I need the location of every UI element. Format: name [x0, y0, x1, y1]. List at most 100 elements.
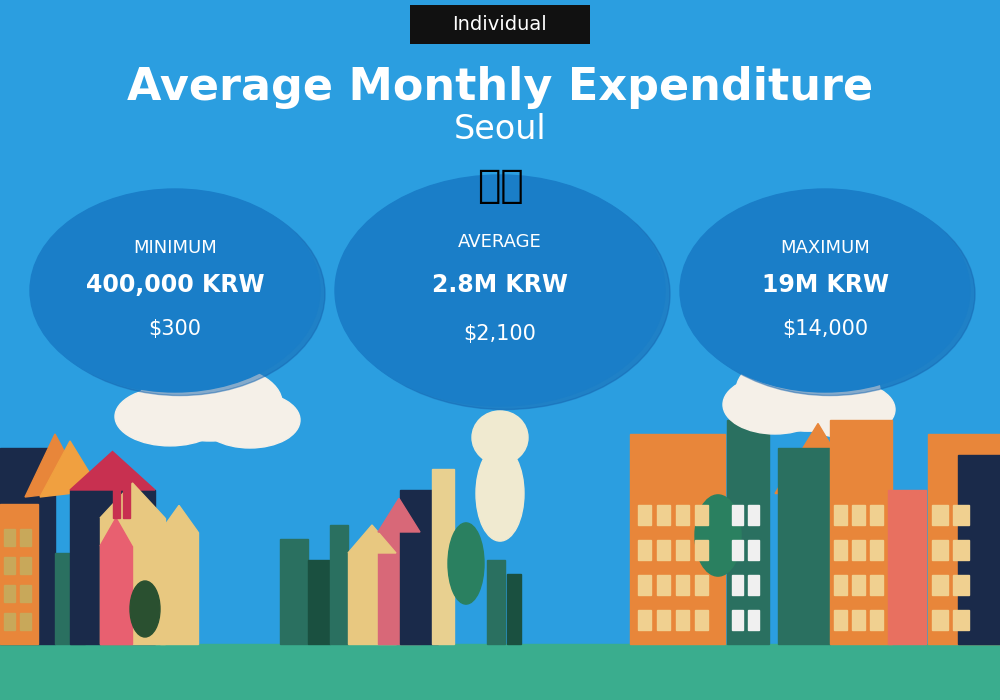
- Ellipse shape: [736, 350, 880, 431]
- Bar: [953, 505, 969, 525]
- Bar: [20, 557, 31, 574]
- Bar: [378, 532, 420, 644]
- Bar: [888, 490, 926, 644]
- Bar: [695, 505, 708, 525]
- Bar: [638, 610, 651, 630]
- Polygon shape: [378, 498, 420, 532]
- Text: 400,000 KRW: 400,000 KRW: [86, 274, 264, 298]
- Bar: [852, 505, 865, 525]
- Bar: [432, 469, 454, 644]
- Bar: [748, 575, 759, 595]
- Bar: [852, 610, 865, 630]
- Text: 🇰🇷: 🇰🇷: [477, 167, 523, 204]
- Polygon shape: [160, 505, 198, 532]
- Bar: [487, 560, 505, 644]
- Bar: [953, 575, 969, 595]
- Bar: [20, 585, 31, 602]
- Bar: [308, 560, 330, 644]
- Bar: [4, 585, 15, 602]
- Bar: [638, 540, 651, 560]
- Bar: [932, 575, 948, 595]
- Text: $14,000: $14,000: [782, 319, 868, 339]
- Polygon shape: [348, 525, 396, 553]
- Polygon shape: [70, 452, 155, 490]
- Bar: [4, 557, 15, 574]
- Bar: [870, 540, 883, 560]
- Bar: [932, 505, 948, 525]
- Bar: [330, 525, 348, 644]
- Bar: [657, 575, 670, 595]
- Bar: [748, 610, 759, 630]
- Text: Average Monthly Expenditure: Average Monthly Expenditure: [127, 66, 873, 109]
- Bar: [507, 574, 521, 644]
- Bar: [20, 613, 31, 630]
- Bar: [870, 575, 883, 595]
- Bar: [638, 575, 651, 595]
- Text: $2,100: $2,100: [464, 324, 536, 344]
- Bar: [953, 540, 969, 560]
- Polygon shape: [775, 424, 860, 494]
- Polygon shape: [25, 434, 85, 497]
- Text: $300: $300: [148, 319, 202, 339]
- Bar: [834, 610, 847, 630]
- Bar: [732, 575, 743, 595]
- Bar: [695, 575, 708, 595]
- Bar: [676, 610, 689, 630]
- Ellipse shape: [115, 387, 225, 446]
- Bar: [870, 610, 883, 630]
- Bar: [55, 553, 85, 644]
- Text: 19M KRW: 19M KRW: [762, 274, 889, 298]
- Bar: [113, 462, 120, 518]
- Bar: [4, 613, 15, 630]
- Bar: [748, 505, 759, 525]
- Bar: [932, 540, 948, 560]
- Bar: [676, 505, 689, 525]
- Bar: [638, 505, 651, 525]
- Bar: [852, 575, 865, 595]
- Bar: [928, 434, 1000, 644]
- Bar: [695, 610, 708, 630]
- Bar: [830, 420, 892, 644]
- Bar: [834, 540, 847, 560]
- Ellipse shape: [795, 382, 895, 438]
- Bar: [732, 540, 743, 560]
- Bar: [932, 610, 948, 630]
- Bar: [0, 504, 38, 644]
- Circle shape: [35, 193, 325, 396]
- FancyBboxPatch shape: [410, 5, 590, 43]
- Ellipse shape: [472, 411, 528, 464]
- Circle shape: [685, 193, 975, 396]
- Ellipse shape: [130, 581, 160, 637]
- Bar: [748, 540, 759, 560]
- Polygon shape: [40, 441, 100, 497]
- Bar: [958, 455, 1000, 644]
- Bar: [100, 546, 132, 644]
- Text: 2.8M KRW: 2.8M KRW: [432, 273, 568, 297]
- Ellipse shape: [448, 523, 484, 604]
- Text: AVERAGE: AVERAGE: [458, 233, 542, 251]
- Bar: [852, 540, 865, 560]
- Bar: [727, 420, 769, 644]
- Bar: [953, 610, 969, 630]
- Bar: [695, 540, 708, 560]
- Bar: [348, 553, 396, 644]
- Text: Individual: Individual: [453, 15, 547, 34]
- Bar: [123, 473, 130, 518]
- Bar: [160, 532, 198, 644]
- Text: MAXIMUM: MAXIMUM: [780, 239, 870, 257]
- Text: Seoul: Seoul: [454, 113, 546, 146]
- Bar: [70, 490, 155, 644]
- Bar: [870, 505, 883, 525]
- Polygon shape: [100, 483, 165, 518]
- Bar: [676, 575, 689, 595]
- Bar: [834, 575, 847, 595]
- Bar: [676, 540, 689, 560]
- Bar: [732, 610, 743, 630]
- Bar: [657, 610, 670, 630]
- Circle shape: [340, 178, 670, 410]
- Bar: [657, 540, 670, 560]
- Bar: [280, 539, 308, 644]
- Text: MINIMUM: MINIMUM: [133, 239, 217, 257]
- Ellipse shape: [138, 364, 282, 441]
- Bar: [657, 505, 670, 525]
